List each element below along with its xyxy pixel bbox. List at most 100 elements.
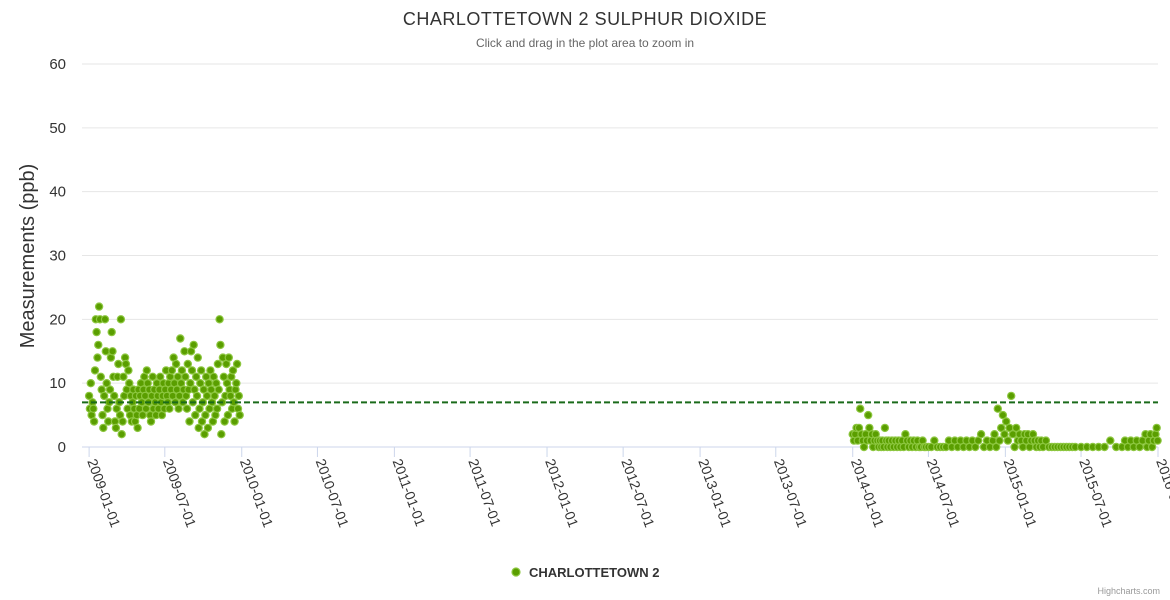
data-point[interactable]	[235, 410, 244, 420]
data-point[interactable]	[118, 417, 127, 426]
data-point[interactable]	[995, 436, 1004, 445]
data-point[interactable]	[232, 359, 242, 369]
data-point[interactable]	[223, 410, 233, 420]
data-point[interactable]	[210, 391, 219, 401]
data-point[interactable]	[116, 315, 126, 324]
data-point[interactable]	[217, 430, 226, 439]
data-point[interactable]	[998, 410, 1008, 420]
data-point[interactable]	[94, 340, 103, 350]
data-point[interactable]	[856, 404, 865, 413]
data-point[interactable]	[84, 391, 94, 401]
data-point[interactable]	[993, 404, 1003, 413]
data-point[interactable]	[193, 353, 202, 362]
data-point[interactable]	[99, 423, 108, 433]
data-point[interactable]	[997, 423, 1006, 433]
data-point[interactable]	[100, 315, 110, 324]
data-point[interactable]	[90, 366, 100, 375]
data-point[interactable]	[196, 379, 205, 388]
data-point[interactable]	[194, 423, 203, 433]
data-point[interactable]	[990, 430, 999, 439]
data-point[interactable]	[191, 410, 200, 420]
data-point[interactable]	[92, 327, 101, 337]
data-point[interactable]	[215, 315, 224, 324]
data-point[interactable]	[133, 423, 142, 433]
data-point[interactable]	[86, 379, 96, 388]
data-point[interactable]	[197, 417, 207, 426]
data-point[interactable]	[214, 385, 223, 394]
data-point[interactable]	[191, 372, 201, 381]
data-point[interactable]	[114, 359, 123, 369]
data-point[interactable]	[183, 359, 192, 369]
credits-link[interactable]: Highcharts.com	[1097, 586, 1160, 596]
data-point[interactable]	[117, 430, 126, 439]
data-point[interactable]	[89, 417, 99, 426]
data-point[interactable]	[206, 366, 215, 375]
data-point[interactable]	[105, 385, 115, 394]
data-point[interactable]	[1010, 442, 1019, 452]
data-point[interactable]	[230, 417, 239, 426]
data-point[interactable]	[880, 423, 890, 433]
data-point[interactable]	[1012, 423, 1021, 433]
data-point[interactable]	[167, 366, 177, 375]
data-point[interactable]	[212, 404, 222, 413]
data-point[interactable]	[201, 410, 210, 420]
data-point[interactable]	[185, 417, 194, 426]
data-point[interactable]	[155, 372, 165, 381]
data-point[interactable]	[976, 430, 986, 439]
data-point[interactable]	[146, 417, 156, 426]
data-point[interactable]	[192, 391, 202, 401]
data-point[interactable]	[177, 366, 187, 375]
data-point[interactable]	[94, 302, 104, 311]
data-point[interactable]	[1153, 436, 1162, 445]
data-point[interactable]	[232, 379, 241, 388]
data-point[interactable]	[98, 410, 107, 420]
data-point[interactable]	[189, 340, 198, 350]
legend-label[interactable]: CHARLOTTETOWN 2	[529, 565, 659, 580]
data-point[interactable]	[102, 379, 111, 388]
data-point[interactable]	[203, 423, 213, 433]
data-point[interactable]	[213, 359, 223, 369]
data-point[interactable]	[224, 353, 233, 362]
data-point[interactable]	[165, 404, 174, 413]
data-point[interactable]	[228, 366, 238, 375]
data-point[interactable]	[992, 442, 1001, 452]
data-point[interactable]	[174, 404, 183, 413]
data-point[interactable]	[89, 404, 98, 413]
data-point[interactable]	[181, 372, 190, 381]
data-point[interactable]	[148, 372, 157, 381]
data-point[interactable]	[196, 366, 206, 375]
data-point[interactable]	[200, 430, 209, 439]
data-point[interactable]	[93, 353, 102, 362]
data-point[interactable]	[1003, 436, 1013, 445]
data-point[interactable]	[109, 391, 119, 401]
data-point[interactable]	[124, 366, 133, 375]
data-point[interactable]	[1152, 423, 1161, 433]
data-point[interactable]	[1106, 436, 1115, 445]
data-point[interactable]	[864, 410, 873, 420]
data-point[interactable]	[142, 366, 151, 375]
data-point[interactable]	[187, 366, 197, 375]
data-point[interactable]	[96, 372, 106, 381]
data-point[interactable]	[99, 391, 109, 401]
data-point[interactable]	[111, 423, 121, 433]
data-point[interactable]	[176, 334, 185, 343]
data-point[interactable]	[220, 417, 229, 426]
data-point[interactable]	[1100, 442, 1109, 452]
data-point[interactable]	[1007, 391, 1016, 401]
data-point[interactable]	[234, 391, 243, 401]
series-charlottetown-2[interactable]	[84, 302, 1162, 452]
data-point[interactable]	[108, 347, 117, 356]
data-point[interactable]	[107, 327, 116, 337]
data-point[interactable]	[1000, 430, 1009, 439]
data-point[interactable]	[1002, 417, 1011, 426]
data-point[interactable]	[195, 404, 204, 413]
data-point[interactable]	[186, 379, 195, 388]
data-point[interactable]	[182, 404, 192, 413]
data-point[interactable]	[216, 340, 225, 350]
legend[interactable]: CHARLOTTETOWN 2	[511, 565, 659, 580]
data-point[interactable]	[171, 359, 181, 369]
data-point[interactable]	[125, 379, 134, 388]
legend-marker-icon[interactable]	[511, 567, 521, 577]
